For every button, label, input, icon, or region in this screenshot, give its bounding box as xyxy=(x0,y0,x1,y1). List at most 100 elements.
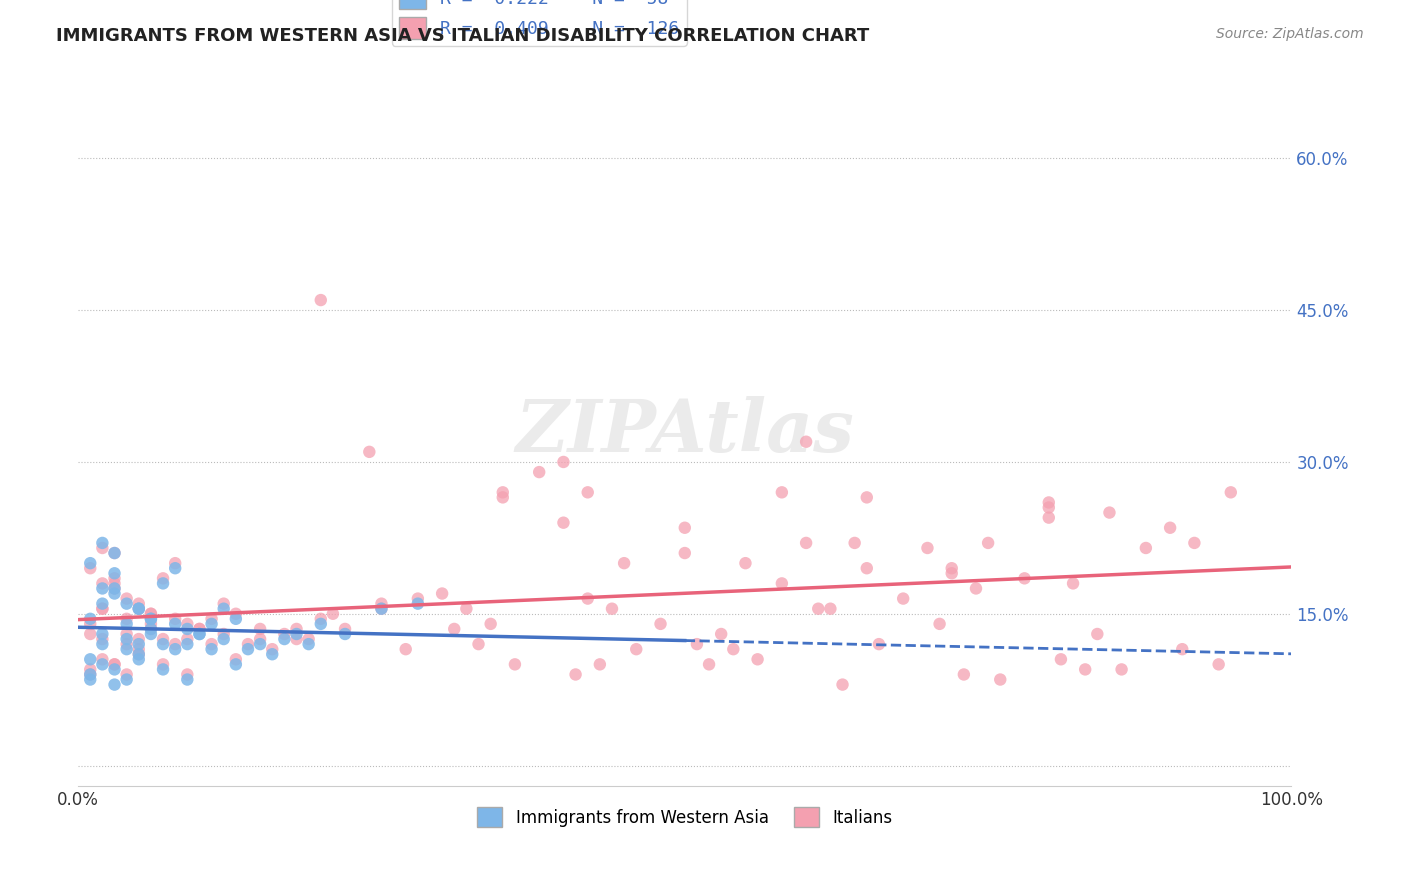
Point xyxy=(139,612,162,626)
Point xyxy=(855,491,877,505)
Point xyxy=(165,642,187,657)
Point xyxy=(103,662,125,676)
Point xyxy=(188,627,211,641)
Point xyxy=(941,566,963,581)
Point xyxy=(977,536,1000,550)
Point xyxy=(152,632,174,646)
Point xyxy=(128,601,150,615)
Point xyxy=(492,485,515,500)
Point xyxy=(710,627,733,641)
Point xyxy=(697,657,720,672)
Point xyxy=(176,622,198,636)
Point xyxy=(188,622,211,636)
Point xyxy=(128,647,150,661)
Point xyxy=(79,616,101,631)
Point xyxy=(1074,662,1097,676)
Point xyxy=(115,632,138,646)
Point xyxy=(443,622,465,636)
Point xyxy=(115,637,138,651)
Point xyxy=(807,601,830,615)
Point xyxy=(1135,541,1157,555)
Point xyxy=(527,465,550,479)
Point xyxy=(868,637,890,651)
Text: ZIPAtlas: ZIPAtlas xyxy=(516,396,855,467)
Point xyxy=(370,601,392,615)
Point xyxy=(406,591,429,606)
Point xyxy=(79,612,101,626)
Text: Source: ZipAtlas.com: Source: ZipAtlas.com xyxy=(1216,27,1364,41)
Point xyxy=(576,591,599,606)
Point xyxy=(139,616,162,631)
Point xyxy=(115,667,138,681)
Point xyxy=(309,616,332,631)
Point xyxy=(1159,521,1181,535)
Point xyxy=(188,627,211,641)
Point xyxy=(115,627,138,641)
Point xyxy=(91,582,114,596)
Point xyxy=(941,561,963,575)
Point xyxy=(576,485,599,500)
Point xyxy=(152,571,174,585)
Point xyxy=(553,455,575,469)
Point xyxy=(359,445,381,459)
Point xyxy=(370,601,392,615)
Point xyxy=(1014,571,1036,585)
Point xyxy=(91,657,114,672)
Point xyxy=(917,541,939,555)
Point xyxy=(309,612,332,626)
Point xyxy=(1219,485,1241,500)
Point xyxy=(794,536,817,550)
Point xyxy=(370,597,392,611)
Point xyxy=(139,627,162,641)
Point xyxy=(225,652,247,666)
Point xyxy=(103,566,125,581)
Point xyxy=(1050,652,1073,666)
Point xyxy=(285,622,308,636)
Point xyxy=(103,586,125,600)
Point xyxy=(747,652,769,666)
Point xyxy=(79,627,101,641)
Point xyxy=(91,597,114,611)
Point xyxy=(273,632,295,646)
Point xyxy=(115,597,138,611)
Point xyxy=(103,576,125,591)
Point xyxy=(564,667,586,681)
Point xyxy=(1038,500,1060,515)
Point xyxy=(91,601,114,615)
Point xyxy=(200,616,222,631)
Point xyxy=(91,601,114,615)
Point xyxy=(165,556,187,570)
Point xyxy=(467,637,489,651)
Point xyxy=(794,434,817,449)
Point xyxy=(139,622,162,636)
Point xyxy=(152,657,174,672)
Point xyxy=(128,652,150,666)
Point xyxy=(236,637,259,651)
Point xyxy=(273,627,295,641)
Point xyxy=(503,657,526,672)
Point xyxy=(139,612,162,626)
Point xyxy=(831,677,853,691)
Point xyxy=(79,673,101,687)
Point xyxy=(1111,662,1133,676)
Legend: Immigrants from Western Asia, Italians: Immigrants from Western Asia, Italians xyxy=(471,800,898,834)
Point xyxy=(200,642,222,657)
Point xyxy=(212,601,235,615)
Point xyxy=(1182,536,1205,550)
Point xyxy=(139,607,162,621)
Point xyxy=(734,556,756,570)
Point xyxy=(128,601,150,615)
Point xyxy=(91,637,114,651)
Point xyxy=(200,612,222,626)
Point xyxy=(91,536,114,550)
Point xyxy=(1085,627,1108,641)
Point xyxy=(225,612,247,626)
Point xyxy=(262,642,284,657)
Point xyxy=(212,627,235,641)
Point xyxy=(479,616,502,631)
Point xyxy=(103,657,125,672)
Point xyxy=(673,546,696,560)
Point xyxy=(589,657,612,672)
Point xyxy=(115,612,138,626)
Point xyxy=(79,561,101,575)
